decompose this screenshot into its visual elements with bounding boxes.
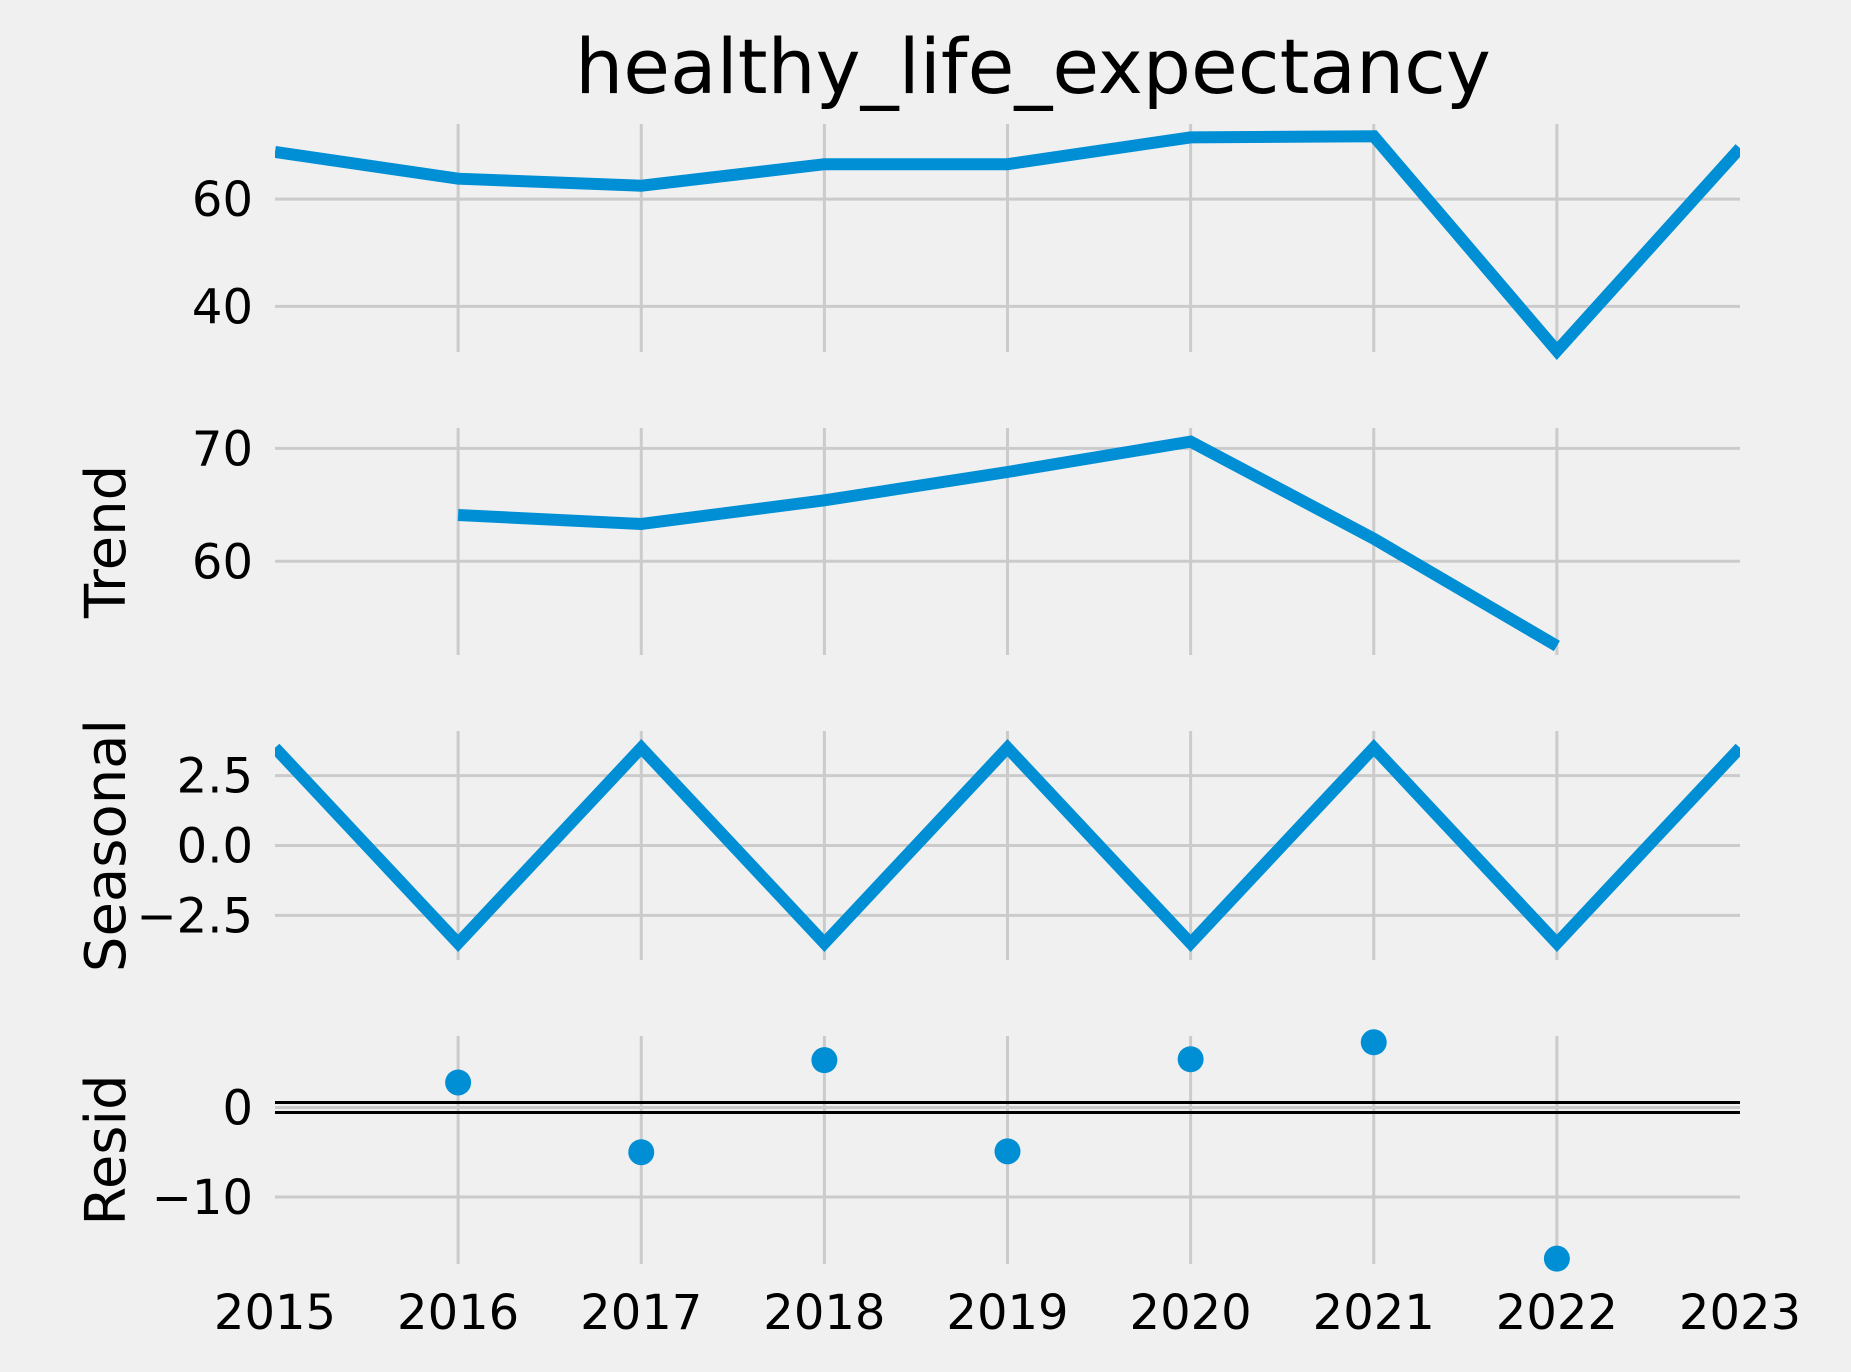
panel-seasonal-ylabel: Seasonal [74,719,139,972]
panel-observed: 40 60 [192,124,1740,360]
panel-trend-ytick-label: 70 [192,421,253,477]
xtick-label-2022: 2022 [1496,1285,1618,1341]
panel-resid-point-2022 [1543,1245,1570,1272]
xtick-label-2018: 2018 [763,1285,885,1341]
panel-seasonal-ytick-label: −2.5 [136,888,253,944]
panel-resid-point-2019 [994,1138,1021,1165]
xtick-label-2015: 2015 [214,1285,336,1341]
xtick-label-2023: 2023 [1679,1285,1801,1341]
panel-seasonal-ytick-label: 0.0 [177,819,253,875]
xtick-label-2019: 2019 [946,1285,1068,1341]
panel-trend-ytick-label: 60 [192,534,253,590]
panel-resid-point-2021 [1360,1029,1387,1056]
panel-resid-ytick-label: 0 [222,1081,253,1137]
panel-resid-ytick-label: −10 [152,1170,253,1226]
panel-resid-point-2017 [628,1139,655,1166]
xtick-label-2016: 2016 [397,1285,519,1341]
panel-observed-series-line [275,130,1740,360]
panel-resid-ylabel: Resid [74,1074,139,1225]
xtick-label-2021: 2021 [1313,1285,1435,1341]
panel-observed-ytick-label: 40 [192,279,253,335]
panel-resid-point-2016 [445,1069,472,1096]
panel-trend: 60 70 Trend [74,421,1740,655]
panel-seasonal-ytick-label: 2.5 [177,749,253,805]
panel-trend-series-line [457,435,1560,652]
panel-observed-ytick-label: 60 [192,172,253,228]
panel-trend-ylabel: Trend [74,465,139,619]
xtick-label-2017: 2017 [580,1285,702,1341]
panel-seasonal-series-line [275,739,1740,952]
xtick-label-2020: 2020 [1130,1285,1252,1341]
panel-resid-point-2020 [1177,1046,1204,1073]
chart-title: healthy_life_expectancy [575,22,1491,111]
panel-resid-point-2018 [811,1047,838,1074]
